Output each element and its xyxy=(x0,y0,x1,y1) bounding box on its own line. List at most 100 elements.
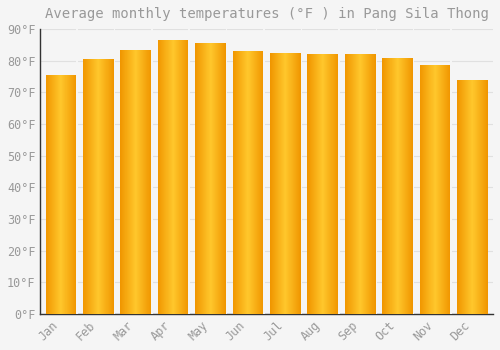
Bar xyxy=(97,59,98,314)
Bar xyxy=(263,51,264,314)
Bar xyxy=(262,51,263,314)
Bar xyxy=(92,59,93,314)
Bar xyxy=(75,75,76,314)
Bar xyxy=(310,54,311,314)
Bar xyxy=(383,57,384,314)
Bar xyxy=(338,29,340,314)
Bar xyxy=(219,43,220,314)
Bar xyxy=(401,57,402,314)
Bar xyxy=(435,65,436,314)
Bar xyxy=(60,75,61,314)
Bar xyxy=(481,80,482,314)
Bar xyxy=(235,51,236,314)
Bar xyxy=(297,53,298,314)
Bar xyxy=(132,50,133,314)
Bar xyxy=(405,57,406,314)
Bar xyxy=(201,43,202,314)
Bar xyxy=(430,65,431,314)
Bar xyxy=(150,50,151,314)
Bar xyxy=(129,50,130,314)
Bar xyxy=(371,54,372,314)
Bar xyxy=(349,54,350,314)
Bar xyxy=(400,57,401,314)
Bar xyxy=(169,40,170,314)
Bar xyxy=(472,80,473,314)
Bar xyxy=(160,40,161,314)
Bar xyxy=(108,59,109,314)
Bar xyxy=(218,43,219,314)
Bar xyxy=(254,51,255,314)
Bar xyxy=(139,50,140,314)
Bar xyxy=(84,59,85,314)
Bar xyxy=(90,59,91,314)
Bar xyxy=(309,54,310,314)
Bar xyxy=(207,43,208,314)
Bar xyxy=(147,50,148,314)
Bar xyxy=(292,53,293,314)
Bar xyxy=(403,57,404,314)
Bar xyxy=(276,53,277,314)
Bar xyxy=(233,51,234,314)
Bar xyxy=(142,50,143,314)
Bar xyxy=(382,57,383,314)
Bar xyxy=(186,40,187,314)
Bar xyxy=(107,59,108,314)
Bar xyxy=(447,65,448,314)
Bar xyxy=(348,54,349,314)
Bar xyxy=(336,54,337,314)
Bar xyxy=(257,51,258,314)
Bar xyxy=(365,54,366,314)
Bar xyxy=(441,65,442,314)
Bar xyxy=(330,54,331,314)
Bar xyxy=(146,50,147,314)
Bar xyxy=(101,59,102,314)
Bar xyxy=(62,75,63,314)
Bar xyxy=(327,54,328,314)
Bar xyxy=(71,75,72,314)
Bar xyxy=(358,54,359,314)
Bar xyxy=(140,50,141,314)
Bar xyxy=(163,40,164,314)
Bar xyxy=(172,40,173,314)
Bar xyxy=(321,54,322,314)
Bar xyxy=(289,53,290,314)
Bar xyxy=(145,50,146,314)
Bar xyxy=(318,54,319,314)
Bar xyxy=(325,54,326,314)
Bar xyxy=(202,43,203,314)
Bar xyxy=(240,51,241,314)
Bar xyxy=(53,75,54,314)
Bar xyxy=(457,80,458,314)
Bar xyxy=(423,65,424,314)
Bar xyxy=(285,53,286,314)
Bar xyxy=(244,51,245,314)
Bar xyxy=(127,50,128,314)
Bar xyxy=(368,54,369,314)
Bar xyxy=(158,40,159,314)
Bar xyxy=(296,53,297,314)
Bar xyxy=(166,40,167,314)
Bar xyxy=(436,65,437,314)
Bar xyxy=(95,59,96,314)
Bar xyxy=(131,50,132,314)
Bar xyxy=(440,65,441,314)
Bar xyxy=(354,54,355,314)
Bar xyxy=(388,57,389,314)
Title: Average monthly temperatures (°F ) in Pang Sila Thong: Average monthly temperatures (°F ) in Pa… xyxy=(44,7,488,21)
Bar xyxy=(133,50,134,314)
Bar xyxy=(239,51,240,314)
Bar xyxy=(363,54,364,314)
Bar xyxy=(50,75,51,314)
Bar xyxy=(259,51,260,314)
Bar xyxy=(367,54,368,314)
Bar xyxy=(88,59,89,314)
Bar xyxy=(217,43,218,314)
Bar xyxy=(316,54,317,314)
Bar xyxy=(128,50,129,314)
Bar xyxy=(473,80,474,314)
Bar xyxy=(65,75,66,314)
Bar xyxy=(463,80,464,314)
Bar xyxy=(176,40,177,314)
Bar xyxy=(168,40,169,314)
Bar xyxy=(411,57,412,314)
